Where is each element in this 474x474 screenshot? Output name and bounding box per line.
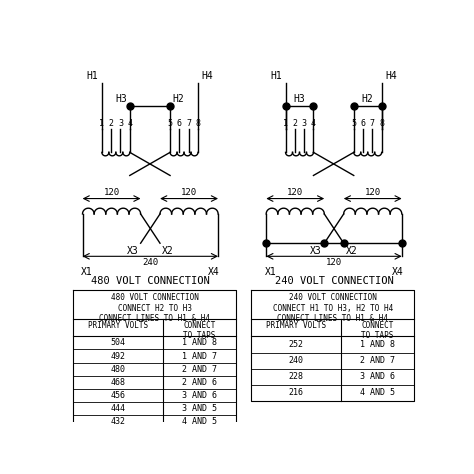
Text: 2: 2 <box>292 118 297 128</box>
Text: 1: 1 <box>283 118 288 128</box>
Text: 1: 1 <box>100 118 104 128</box>
Text: 252: 252 <box>289 340 304 349</box>
Text: 120: 120 <box>326 258 342 267</box>
Text: 504: 504 <box>110 338 126 347</box>
Text: 3 AND 6: 3 AND 6 <box>182 391 217 400</box>
Text: 120: 120 <box>103 188 119 197</box>
Text: 8: 8 <box>195 118 201 128</box>
Text: 4: 4 <box>311 118 316 128</box>
Text: 216: 216 <box>289 389 304 398</box>
Text: 6: 6 <box>361 118 365 128</box>
Text: 3 AND 6: 3 AND 6 <box>360 372 395 381</box>
Text: 2 AND 7: 2 AND 7 <box>182 365 217 374</box>
Text: 1 AND 8: 1 AND 8 <box>360 340 395 349</box>
Text: 432: 432 <box>110 417 126 426</box>
Text: 7: 7 <box>186 118 191 128</box>
Text: 7: 7 <box>370 118 375 128</box>
Text: 480: 480 <box>110 365 126 374</box>
Text: 240: 240 <box>142 258 158 267</box>
Text: 5: 5 <box>168 118 173 128</box>
Text: 492: 492 <box>110 352 126 361</box>
Text: X2: X2 <box>346 246 358 255</box>
Text: CONNECT
TO TAPS: CONNECT TO TAPS <box>361 321 394 340</box>
Text: 3: 3 <box>301 118 307 128</box>
Text: 3: 3 <box>118 118 123 128</box>
Text: 120: 120 <box>365 188 381 197</box>
Text: 480 VOLT CONNECTION: 480 VOLT CONNECTION <box>91 276 210 286</box>
Text: H3: H3 <box>116 94 128 104</box>
Text: 4: 4 <box>128 118 132 128</box>
Text: 120: 120 <box>181 188 197 197</box>
Text: 120: 120 <box>287 188 303 197</box>
Text: X3: X3 <box>127 246 138 255</box>
Text: 2 AND 7: 2 AND 7 <box>360 356 395 365</box>
Text: 240 VOLT CONNECTION
CONNECT H1 TO H3, H2 TO H4
CONNECT LINES TO H1 & H4: 240 VOLT CONNECTION CONNECT H1 TO H3, H2… <box>273 293 393 323</box>
Text: H1: H1 <box>270 71 282 81</box>
Text: 4 AND 5: 4 AND 5 <box>182 417 217 426</box>
Text: H2: H2 <box>173 94 184 104</box>
Text: CONNECT
TO TAPS: CONNECT TO TAPS <box>183 321 216 340</box>
Text: H2: H2 <box>362 94 374 104</box>
Text: 4 AND 5: 4 AND 5 <box>360 389 395 398</box>
Text: 468: 468 <box>110 378 126 387</box>
Text: 456: 456 <box>110 391 126 400</box>
Text: 228: 228 <box>289 372 304 381</box>
Text: H4: H4 <box>385 71 397 81</box>
Text: X4: X4 <box>392 267 403 277</box>
Text: 2 AND 6: 2 AND 6 <box>182 378 217 387</box>
Text: PRIMARY VOLTS: PRIMARY VOLTS <box>88 321 148 330</box>
Text: 240 VOLT CONNECTION: 240 VOLT CONNECTION <box>274 276 393 286</box>
Text: X3: X3 <box>310 246 322 255</box>
Text: H4: H4 <box>202 71 214 81</box>
Text: X1: X1 <box>264 267 276 277</box>
Text: 8: 8 <box>379 118 384 128</box>
Text: H1: H1 <box>86 71 98 81</box>
Text: 6: 6 <box>177 118 182 128</box>
Text: 480 VOLT CONNECTION
CONNECT H2 TO H3
CONNECT LINES TO H1 & H4: 480 VOLT CONNECTION CONNECT H2 TO H3 CON… <box>99 293 210 323</box>
Text: X1: X1 <box>81 267 93 277</box>
Text: 1 AND 7: 1 AND 7 <box>182 352 217 361</box>
Text: X2: X2 <box>162 246 174 255</box>
Text: 240: 240 <box>289 356 304 365</box>
Text: H3: H3 <box>293 94 305 104</box>
Text: 5: 5 <box>351 118 356 128</box>
Text: 3 AND 5: 3 AND 5 <box>182 404 217 413</box>
Text: X4: X4 <box>208 267 219 277</box>
Text: 1 AND 8: 1 AND 8 <box>182 338 217 347</box>
Text: 2: 2 <box>109 118 114 128</box>
Text: PRIMARY VOLTS: PRIMARY VOLTS <box>266 321 326 330</box>
Text: 444: 444 <box>110 404 126 413</box>
